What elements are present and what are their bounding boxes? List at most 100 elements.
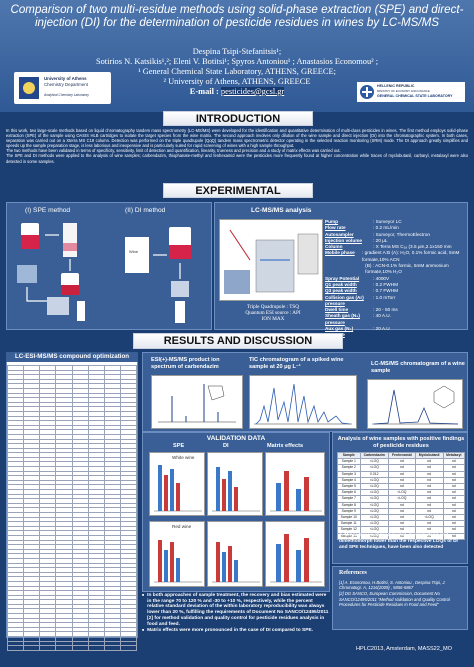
table-cell: <LOQ <box>359 532 390 540</box>
spec-row: Pump : Surveyor LC <box>325 219 467 225</box>
spe-method-label: (I) SPE method <box>25 207 71 214</box>
di-column-label: DI <box>223 443 229 449</box>
spec-key: Column <box>325 244 343 250</box>
table-row: Sample 9 <LOQ nd nd nd <box>337 507 466 516</box>
bullet-icon: ■ <box>142 628 145 633</box>
table-cell <box>55 645 73 651</box>
gcsl-line-3: GENERAL CHEMICAL STATE LABORATORY <box>377 94 453 98</box>
table-cell: nd <box>442 470 466 478</box>
column-header: Fenhexamid <box>388 451 416 460</box>
wine-bottle <box>125 237 149 273</box>
column-header: Myclobutanil <box>414 451 444 460</box>
authors-block: Despina Tsipi-Stefanitsis¹; Sotirios N. … <box>60 47 414 97</box>
table-row: Sample 2 <LOQ nd nd nd <box>337 464 466 472</box>
spec-value: : 20 A.U <box>373 326 390 332</box>
analysis-table: Sample Carbendazim Fenhexamid Myclobutanil M… <box>337 451 466 540</box>
spec-row: Collision gas (Ar) pressure: 1.0 mTorr <box>325 295 467 308</box>
white-wine-label: White wine <box>172 455 195 460</box>
validation-title: VALIDATION DATA <box>206 435 266 442</box>
table-cell: <LOQ <box>359 458 390 466</box>
spec-key: Injection volume <box>325 237 362 243</box>
spec-row: Q1 peak width: 0.2 FWHM <box>325 282 467 288</box>
table-row: Sample 6 <LOQ <LOQ nd nd <box>337 489 466 497</box>
reference-item: [2] DG SANCO, European Commission, Docum… <box>339 591 450 607</box>
table-row: Sample 1 <LOQ nd nd nd <box>337 458 466 466</box>
wine-analysis-panel: Analysis of wine samples with positive f… <box>332 432 468 564</box>
table-row <box>6 456 138 463</box>
table-row <box>6 392 138 399</box>
lcms-label: LC-MS/MS analysis <box>251 207 312 214</box>
spec-key: Dwell time <box>325 307 349 313</box>
sample-prep-diagram: Wine <box>17 223 191 323</box>
conference-footer: HPLC2013, Amsterdam, MASS22_MO <box>355 646 453 652</box>
table-row <box>6 415 138 422</box>
di-red-chart <box>207 521 263 587</box>
table-cell: <LOQ <box>359 495 390 503</box>
reference-item: [1] A. Economou, H.Botitsi, S. Antoniou … <box>339 580 446 591</box>
matrix-effects-chart-2 <box>265 521 325 587</box>
di-method-label: (II) DI method <box>125 207 166 214</box>
spec-value: : 0.7 FWHM <box>373 288 399 294</box>
spec-value: : Surveyor LC <box>373 219 402 224</box>
spec-row: Mobile phase: gradient A:B (A): H₂O, 0.1… <box>325 250 467 263</box>
references-list: [1] A. Economou, H.Botitsi, S. Antoniou … <box>339 580 465 608</box>
introduction-heading: INTRODUCTION <box>163 111 313 126</box>
caption-line-3: ION MAX <box>261 316 285 323</box>
affiliation-1: ¹ General Chemical State Laboratory, ATH… <box>138 67 336 76</box>
table-cell: <LOQ <box>359 464 390 472</box>
spec-value: : X Terra MS C₁₈ (3.5 μm,2.1x150 mm <box>373 244 452 250</box>
esi-spectrum-plot <box>151 375 243 429</box>
spec-value: : 20 μL <box>373 237 388 243</box>
intro-paragraph-2: The two methods have been validated in t… <box>6 148 341 154</box>
spec-key: Pump <box>325 219 339 224</box>
table-cell <box>23 645 41 651</box>
university-logo: University of Athens Chemistry Departmen… <box>14 72 111 104</box>
table-row <box>6 493 138 500</box>
results-heading: RESULTS AND DISCUSSION <box>133 333 343 349</box>
spec-value: : 40 A.U. <box>373 313 391 319</box>
email-label: E-mail : <box>189 87 219 96</box>
table-cell <box>119 645 138 651</box>
table-cell: nd <box>442 514 466 522</box>
instrument-caption: Triple Quadrupole : TSQ Quantum ESI sour… <box>233 304 313 323</box>
table-cell <box>39 645 57 651</box>
gcsl-line-1: HELLENIC REPUBLIC <box>377 84 415 88</box>
affiliation-2: ² University of Athens, ATHENS, GREECE <box>163 77 311 86</box>
spec-value: : 0.2 mL/min <box>373 225 399 231</box>
university-crest-icon <box>19 77 39 99</box>
table-row: Sample 8 <LOQ nd nd nd <box>337 501 466 509</box>
matrix-effects-chart-1 <box>265 452 325 516</box>
validation-panel: VALIDATION DATA SPE DI Matrix effects Wh… <box>142 432 330 592</box>
wine-chromatogram-title: LC-MS/MS chromatogram of a wine sample <box>371 361 465 374</box>
spec-row: (B) : ACN-0.1% formic, 5mM ammonium form… <box>325 263 467 276</box>
introduction-text: In this work, two large-scale methods ba… <box>6 128 468 180</box>
spec-value: : 4000V <box>373 275 390 281</box>
lcms-specs: Pump: Surveyor LC Flow rate: 0.2 mL/min Au… <box>325 219 467 339</box>
spe-white-chart: White wine <box>149 452 205 516</box>
table-cell <box>103 645 121 651</box>
spe-cartridge <box>63 223 77 257</box>
tic-chromatogram-plot <box>249 375 357 429</box>
bullet-item: ■ In both approaches of sample treatment,… <box>142 593 330 627</box>
references-panel: References [1] A. Economou, H.Botitsi, S… <box>332 566 468 630</box>
final-vial <box>77 301 85 321</box>
table-cell <box>87 645 105 651</box>
table-cell: nd <box>442 520 466 528</box>
gcsl-logo: HELLENIC REPUBLIC MINISTRY OF ECONOMY AN… <box>357 82 465 102</box>
caption-line-2: Quantum ESI source : API <box>245 310 301 317</box>
table-cell <box>6 645 25 651</box>
table-row <box>6 590 138 596</box>
author-line-2: Sotirios N. Katsikis¹,²; Eleni V. Botits… <box>95 57 379 66</box>
spec-key <box>325 263 365 276</box>
spec-row: Dwell time: 20 - 50 ms <box>325 307 467 313</box>
compound-table-title: LC-ESI-MS/MS compound optimization <box>6 352 138 362</box>
table-header-row: Sample Carbendazim Fenhexamid Myclobutanil M… <box>337 451 466 460</box>
email-link[interactable]: pesticides@gcsl.gr <box>220 87 285 96</box>
table-cell: nd <box>442 458 466 466</box>
table-cell: nd <box>442 476 466 485</box>
wine-chromatogram-plot <box>367 379 463 429</box>
spec-key: Mobile phase <box>325 250 355 256</box>
analysis-note-text: Minor traces of triadimenol, myclobutani… <box>339 533 458 550</box>
spec-key: Collision gas (Ar) pressure <box>325 294 364 306</box>
table-cell: <LOQ <box>359 520 390 528</box>
